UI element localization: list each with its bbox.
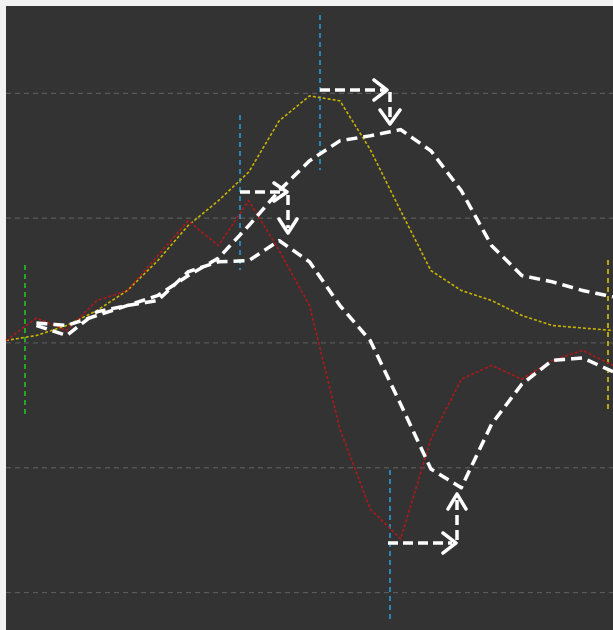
arrows: [240, 78, 468, 555]
series-line: [5, 95, 613, 342]
series-line: [5, 199, 613, 541]
arrow-head: [372, 78, 402, 126]
markers: [24, 15, 609, 622]
grid: [6, 92, 613, 594]
plot-area: [6, 6, 613, 630]
arrow: [388, 500, 459, 545]
series-line: [35, 238, 613, 490]
series-line: [36, 127, 613, 328]
arrow-head: [441, 492, 468, 555]
arrow-head: [272, 181, 299, 235]
arrow: [240, 190, 290, 228]
arrow: [320, 88, 392, 120]
lines: [5, 95, 613, 541]
